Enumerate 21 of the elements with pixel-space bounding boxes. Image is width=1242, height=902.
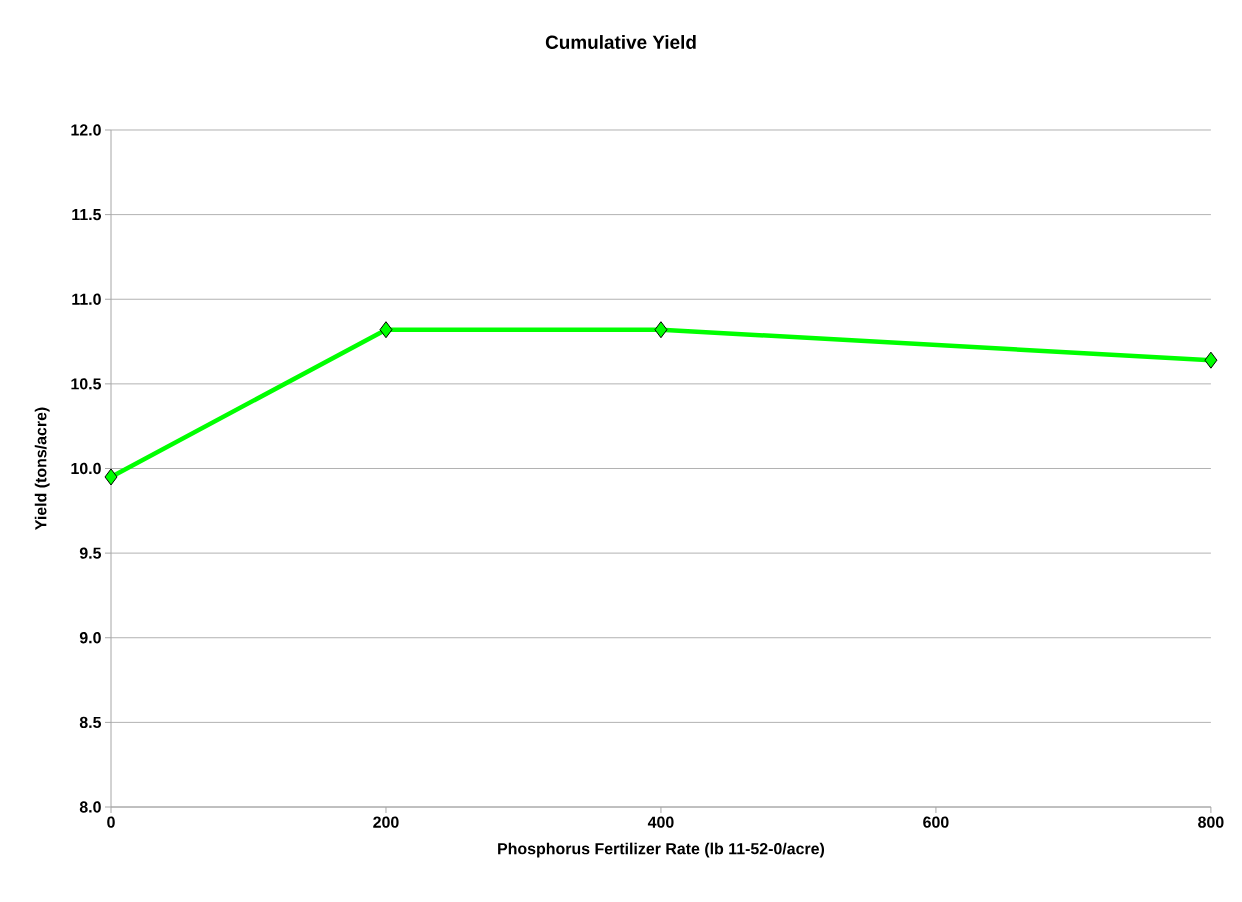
x-tick-label: 400 bbox=[647, 816, 674, 828]
x-tick-label: 200 bbox=[373, 816, 399, 828]
y-tick-label: 8.5 bbox=[79, 716, 102, 729]
chart-title: Cumulative Yield bbox=[545, 35, 696, 49]
point bbox=[379, 321, 393, 339]
y-axis-title: Yield (tons/acre) bbox=[34, 407, 50, 530]
y-tick-label: 11.0 bbox=[72, 293, 101, 305]
point bbox=[654, 321, 668, 339]
y-tick-label: 9.5 bbox=[79, 547, 102, 559]
x-axis-title: Phosphorus Fertilizer Rate (lb 11-52-0/acre) bbox=[498, 842, 825, 858]
y-tick-label: 11.5 bbox=[72, 209, 102, 221]
y-tick-label: 9.0 bbox=[79, 632, 101, 644]
y-tick-label: 10.5 bbox=[71, 378, 102, 390]
x-tick-label: 600 bbox=[923, 816, 949, 828]
point bbox=[104, 468, 118, 486]
y-tick-label: 12.0 bbox=[71, 124, 101, 136]
point bbox=[1204, 351, 1218, 369]
x-tick-label: 0 bbox=[107, 816, 115, 828]
x-tick-label: 800 bbox=[1198, 816, 1224, 828]
y-tick-label: 8.0 bbox=[79, 801, 101, 813]
y-tick-label: 10.0 bbox=[71, 462, 101, 475]
